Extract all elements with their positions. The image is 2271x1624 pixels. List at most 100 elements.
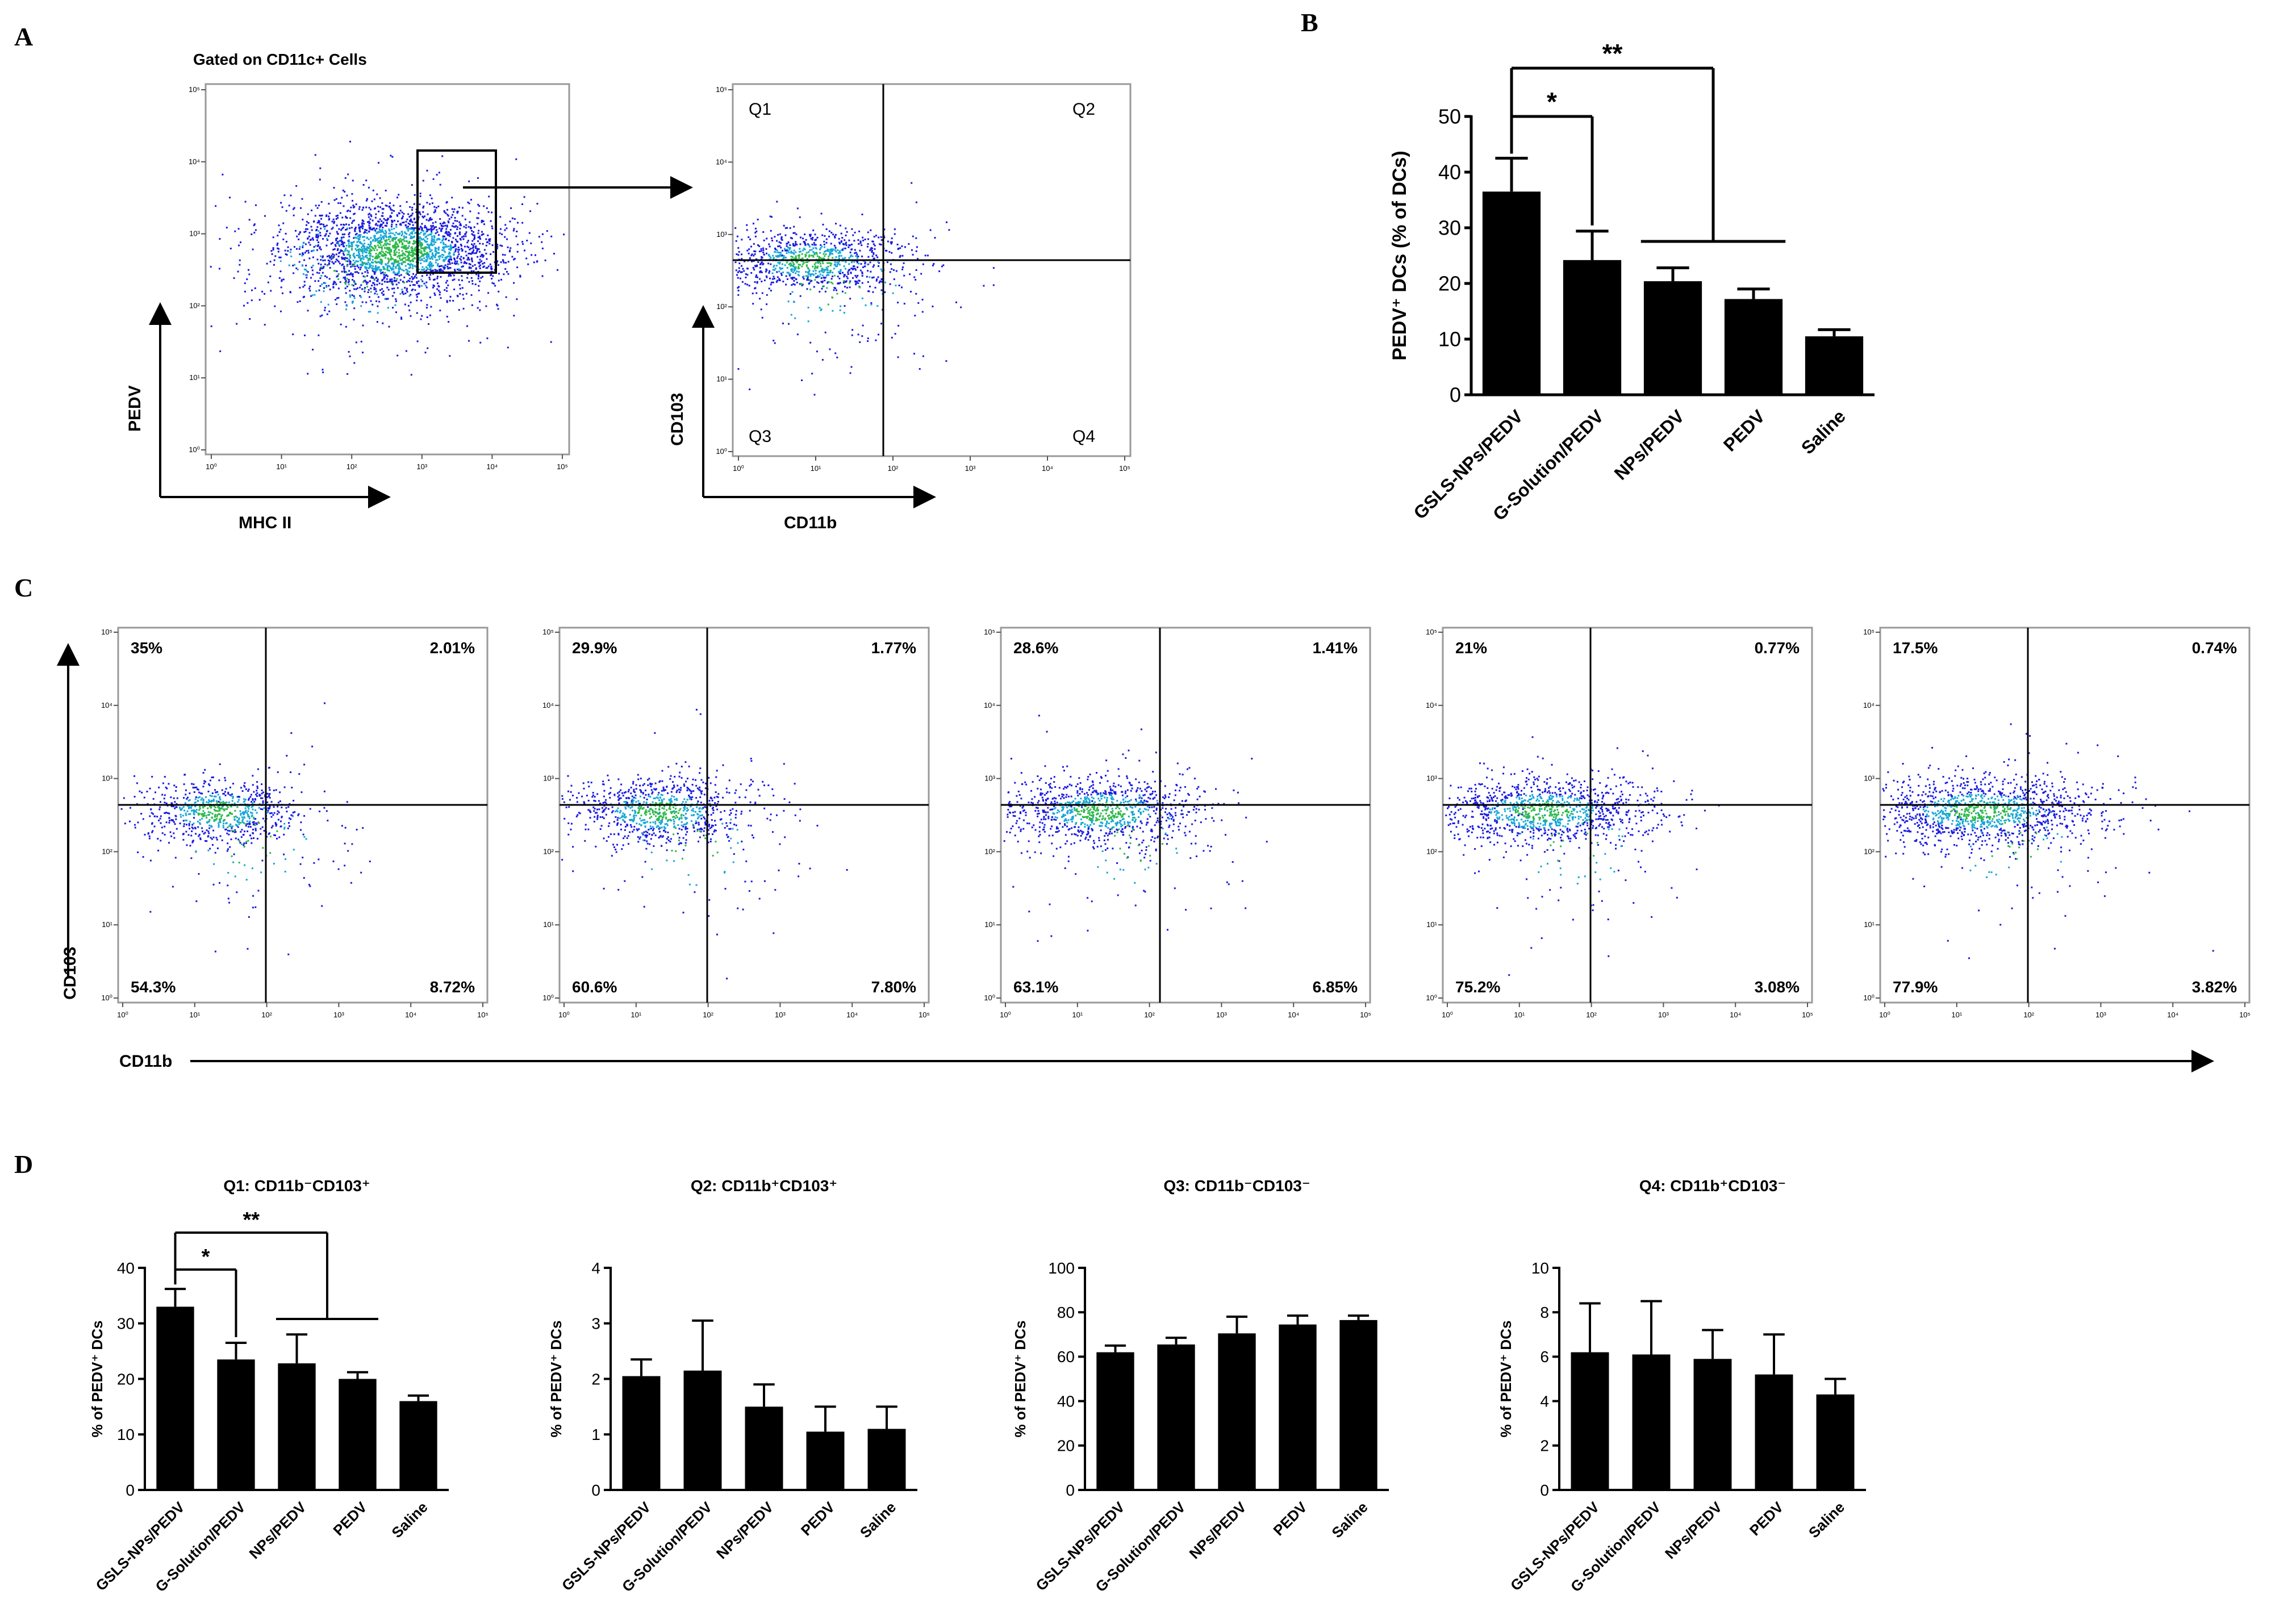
scatter-dot	[649, 813, 651, 815]
scatter-dot	[381, 292, 383, 294]
scatter-dot	[504, 229, 506, 231]
scatter-dot	[503, 273, 505, 275]
scatter-dot	[208, 784, 211, 786]
scatter-dot	[461, 275, 463, 277]
scatter-dot	[244, 811, 247, 813]
scatter-dot	[210, 812, 212, 813]
scatter-dot	[411, 246, 413, 248]
scatter-dot	[289, 291, 291, 293]
scatter-dot	[852, 265, 854, 268]
scatter-dot	[489, 243, 491, 245]
scatter-dot	[291, 787, 293, 788]
scatter-dot	[823, 243, 825, 245]
scatter-dot	[667, 819, 670, 821]
scatter-dot	[492, 251, 495, 253]
scatter-dot	[309, 244, 311, 246]
scatter-dot	[734, 261, 737, 264]
scatter-dot	[521, 203, 523, 205]
scatter-dot	[245, 841, 248, 843]
scatter-dot	[640, 815, 642, 817]
scatter-dot	[165, 786, 167, 788]
scatter-dot	[404, 245, 406, 247]
scatter-dot	[772, 269, 774, 271]
scatter-dot	[202, 830, 203, 833]
scatter-dot	[425, 266, 427, 268]
scatter-dot	[878, 333, 879, 336]
scatter-dot	[224, 803, 226, 805]
scatter-dot	[810, 273, 812, 275]
scatter-dot	[441, 155, 444, 157]
scatter-dot	[817, 274, 819, 277]
scatter-dot	[869, 249, 871, 252]
scatter-dot	[864, 239, 866, 240]
scatter-dot	[143, 796, 145, 799]
scatter-dot	[148, 835, 151, 837]
scatter-dot	[754, 801, 757, 804]
scatter-dot	[388, 232, 390, 235]
scatter-dot	[454, 245, 457, 248]
scatter-dot	[782, 258, 784, 260]
scatter-dot	[437, 263, 439, 265]
scatter-dot	[622, 795, 624, 797]
scatter-dot	[793, 268, 795, 270]
scatter-dot	[750, 272, 753, 274]
scatter-dot	[432, 239, 434, 241]
scatter-dot	[429, 314, 431, 316]
scatter-dot	[794, 317, 796, 319]
scatter-dot	[309, 808, 311, 810]
flow-scatter	[561, 708, 848, 980]
scatter-dot	[880, 244, 882, 246]
scatter-dot	[281, 279, 283, 281]
scatter-dot	[361, 227, 364, 229]
scatter-dot	[498, 290, 500, 293]
scatter-dot	[215, 205, 217, 207]
scatter-dot	[280, 202, 282, 204]
scatter-dot	[834, 236, 836, 239]
scatter-dot	[831, 296, 833, 298]
scatter-dot	[203, 780, 206, 782]
scatter-dot	[819, 291, 821, 293]
scatter-dot	[619, 811, 621, 813]
scatter-dot	[362, 352, 364, 354]
scatter-dot	[321, 283, 323, 285]
scatter-dot	[861, 275, 863, 277]
scatter-dot	[781, 263, 783, 265]
scatter-dot	[741, 239, 743, 241]
scatter-dot	[479, 280, 481, 282]
scatter-dot	[413, 227, 415, 229]
scatter-dot	[186, 810, 189, 812]
scatter-dot	[819, 273, 821, 275]
scatter-dot	[724, 810, 725, 812]
scatter-dot	[648, 810, 650, 812]
scatter-dot	[389, 265, 391, 268]
scatter-dot	[431, 197, 433, 199]
scatter-dot	[800, 258, 802, 260]
scatter-dot	[527, 263, 529, 265]
scatter-dot	[713, 830, 715, 833]
scatter-dot	[373, 270, 375, 273]
scatter-dot	[446, 226, 448, 228]
scatter-dot	[359, 236, 361, 239]
scatter-dot	[210, 807, 212, 809]
scatter-dot	[277, 805, 279, 808]
scatter-dot	[293, 272, 295, 274]
scatter-dot	[822, 223, 824, 226]
scatter-dot	[410, 254, 412, 256]
scatter-dot	[340, 229, 342, 231]
scatter-dot	[376, 261, 378, 264]
scatter-dot	[992, 267, 995, 269]
scatter-dot	[208, 824, 211, 826]
scatter-dot	[699, 807, 701, 809]
y-tick-label: 10⁰	[189, 445, 200, 454]
scatter-dot	[184, 802, 186, 804]
scatter-dot	[450, 216, 453, 219]
scatter-dot	[441, 253, 443, 256]
scatter-dot	[861, 255, 863, 257]
scatter-dot	[873, 264, 875, 266]
scatter-dot	[392, 245, 394, 247]
scatter-dot	[409, 223, 411, 226]
scatter-dot	[470, 294, 473, 296]
scatter-dot	[434, 211, 436, 212]
scatter-dot	[423, 249, 425, 251]
scatter-dot	[351, 249, 353, 251]
